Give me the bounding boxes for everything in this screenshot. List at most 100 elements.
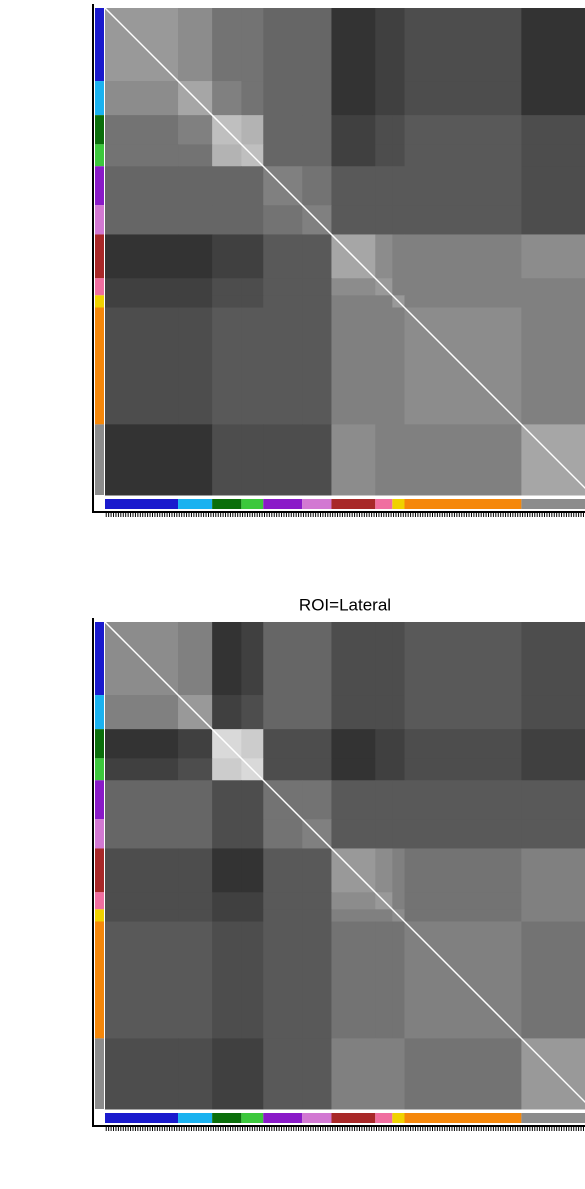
heatmap-cell: [241, 234, 264, 279]
heatmap-cell: [263, 307, 303, 425]
heatmap-cell: [105, 307, 179, 425]
row-color-bar: [95, 819, 104, 849]
heatmap-cell: [212, 848, 242, 893]
heatmap-cell: [521, 278, 585, 296]
heatmap-cell: [521, 166, 585, 206]
heatmap-cell: [105, 780, 179, 820]
heatmap-cell: [178, 166, 213, 206]
heatmap-cell: [178, 1038, 213, 1110]
heatmap-cell: [404, 758, 522, 781]
heatmap-cell: [375, 1038, 393, 1110]
heatmap-cell: [302, 695, 332, 730]
heatmap-cell: [331, 81, 376, 116]
heatmap-cell: [212, 921, 242, 1039]
heatmap-cell: [404, 909, 522, 923]
heatmap-cell: [392, 695, 406, 730]
col-color-bar: [263, 499, 303, 509]
heatmap-cell: [302, 758, 332, 781]
heatmap-cell: [331, 909, 376, 923]
row-color-bar: [95, 424, 104, 495]
heatmap-cell: [404, 166, 522, 206]
heatmap-cell: [404, 729, 522, 759]
heatmap-cell: [521, 81, 585, 116]
heatmap-cell: [105, 295, 179, 309]
heatmap-cell: [178, 295, 213, 309]
heatmap-cell: [331, 921, 376, 1039]
heatmap-cell: [302, 307, 332, 425]
heatmap-cell: [404, 295, 522, 309]
col-color-bar: [302, 499, 332, 509]
heatmap-cell: [105, 892, 179, 910]
heatmap-cell: [521, 1038, 585, 1110]
heatmap-cell: [392, 234, 406, 279]
heatmap-cell: [178, 144, 213, 167]
heatmap-cell: [302, 81, 332, 116]
heatmap-cell: [302, 424, 332, 496]
heatmap-cell: [521, 921, 585, 1039]
heatmap-cell: [263, 729, 303, 759]
heatmap-cell: [375, 8, 393, 82]
heatmap-cell: [331, 205, 376, 235]
heatmap-cell: [404, 819, 522, 849]
heatmap-cell: [375, 144, 393, 167]
row-color-bar: [95, 144, 104, 167]
heatmap-cell: [178, 892, 213, 910]
heatmap-cell: [212, 780, 242, 820]
heatmap-cell: [105, 695, 179, 730]
row-color-bar: [95, 622, 104, 696]
heatmap-cell: [404, 205, 522, 235]
heatmap-cell: [105, 424, 179, 496]
heatmap-cell: [241, 115, 264, 145]
heatmap-cell: [178, 780, 213, 820]
heatmap-cell: [263, 909, 303, 923]
row-color-bar: [95, 780, 104, 820]
heatmap-cell: [392, 205, 406, 235]
heatmap-cell: [404, 780, 522, 820]
heatmap-cell: [241, 892, 264, 910]
heatmap-cell: [521, 8, 585, 82]
heatmap-cell: [331, 166, 376, 206]
heatmap-cell: [263, 115, 303, 145]
heatmap-cell: [263, 622, 303, 696]
row-color-bar: [95, 729, 104, 759]
heatmap-cell: [241, 205, 264, 235]
heatmap-cell: [263, 1038, 303, 1110]
col-color-bar: [375, 1113, 393, 1123]
heatmap-cell: [105, 144, 179, 167]
row-color-bar: [95, 758, 104, 781]
heatmap-cell: [302, 909, 332, 923]
heatmap-cell: [241, 819, 264, 849]
heatmap-cell: [105, 758, 179, 781]
heatmap-cell: [392, 1038, 406, 1110]
heatmap-cell: [241, 166, 264, 206]
heatmap-cell: [392, 424, 406, 496]
heatmap-cell: [521, 819, 585, 849]
col-color-bar: [263, 1113, 303, 1123]
heatmap-cell: [521, 295, 585, 309]
heatmap-cell: [212, 1038, 242, 1110]
heatmap-cell: [241, 695, 264, 730]
heatmap-cell: [404, 8, 522, 82]
heatmap-cell: [521, 144, 585, 167]
col-color-bar: [521, 499, 585, 509]
row-color-bar: [95, 166, 104, 206]
heatmap-cell: [392, 921, 406, 1039]
heatmap-cell: [375, 909, 393, 923]
heatmap-cell: [392, 729, 406, 759]
heatmap-cell: [375, 234, 393, 279]
heatmap-cell: [375, 921, 393, 1039]
heatmap-cell: [263, 81, 303, 116]
heatmap-cell: [241, 424, 264, 496]
heatmap-cell: [392, 780, 406, 820]
heatmap-cell: [375, 166, 393, 206]
heatmap-cell: [375, 695, 393, 730]
heatmap-cell: [302, 166, 332, 206]
heatmap-cell: [331, 892, 376, 910]
heatmap-cell: [263, 424, 303, 496]
heatmap-cell: [105, 115, 179, 145]
heatmap-cell: [521, 205, 585, 235]
heatmap-cell: [212, 307, 242, 425]
heatmap-cell: [105, 234, 179, 279]
heatmap-cell: [263, 892, 303, 910]
heatmap-cell: [302, 892, 332, 910]
